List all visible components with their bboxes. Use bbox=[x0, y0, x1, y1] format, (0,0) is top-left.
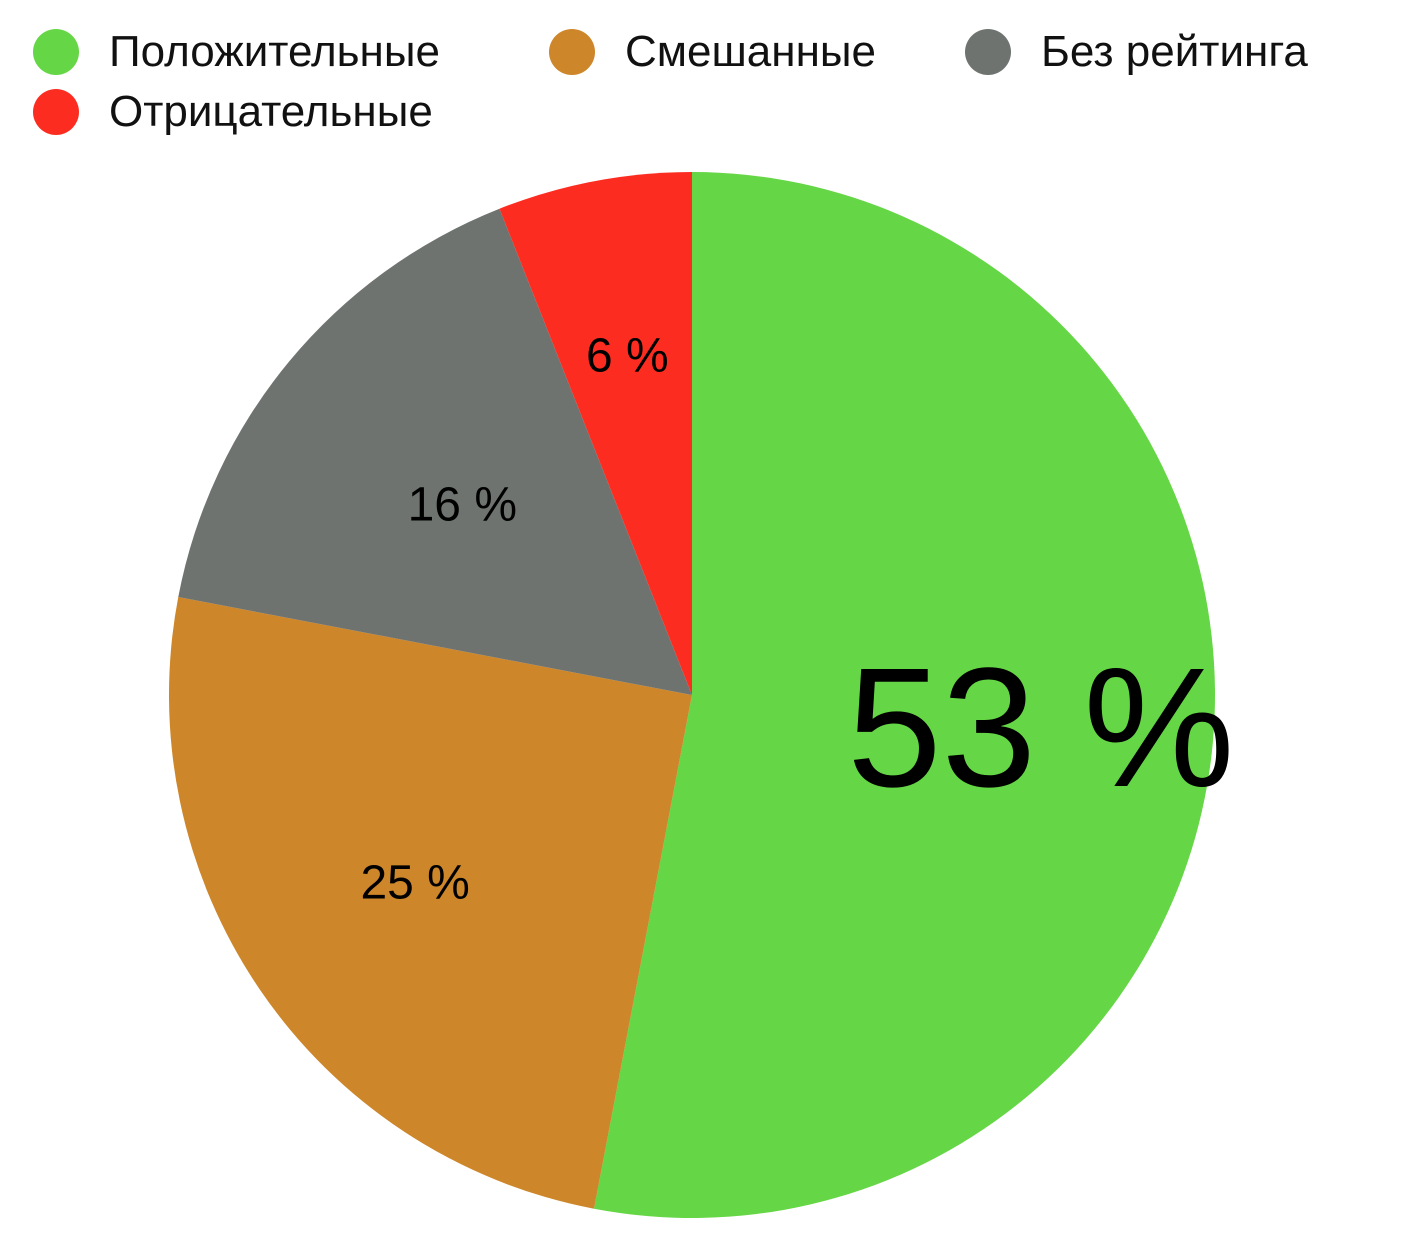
legend-label-negative: Отрицательные bbox=[109, 87, 433, 136]
legend-item-mixed: Смешанные bbox=[549, 22, 876, 82]
legend-label-unrated: Без рейтинга bbox=[1041, 27, 1308, 76]
slice-label-negative: 6 % bbox=[586, 329, 669, 382]
legend-label-mixed: Смешанные bbox=[625, 27, 876, 76]
pie-slice-unrated bbox=[178, 208, 692, 695]
legend-marker-unrated bbox=[965, 29, 1011, 75]
pie-slice-labels: 53 % 25 % 16 % 6 % bbox=[360, 329, 1234, 909]
slice-label-mixed: 25 % bbox=[360, 857, 469, 910]
pie-slices bbox=[168, 172, 1215, 1218]
legend-item-negative: Отрицательные bbox=[33, 82, 433, 142]
legend-item-positive: Положительные bbox=[33, 22, 440, 82]
legend-marker-mixed bbox=[549, 29, 595, 75]
chart-legend: Положительные Смешанные Без рейтинга Отр… bbox=[0, 0, 1412, 150]
pie-slice-mixed bbox=[168, 596, 693, 1209]
legend-label-positive: Положительные bbox=[109, 27, 440, 76]
legend-marker-negative bbox=[33, 89, 79, 135]
legend-marker-positive bbox=[33, 29, 79, 75]
legend-item-unrated: Без рейтинга bbox=[965, 22, 1308, 82]
pie-slice-negative bbox=[499, 172, 692, 695]
slice-label-unrated: 16 % bbox=[408, 478, 517, 531]
slice-label-positive: 53 % bbox=[847, 633, 1234, 823]
pie-slice-positive bbox=[593, 172, 1215, 1218]
